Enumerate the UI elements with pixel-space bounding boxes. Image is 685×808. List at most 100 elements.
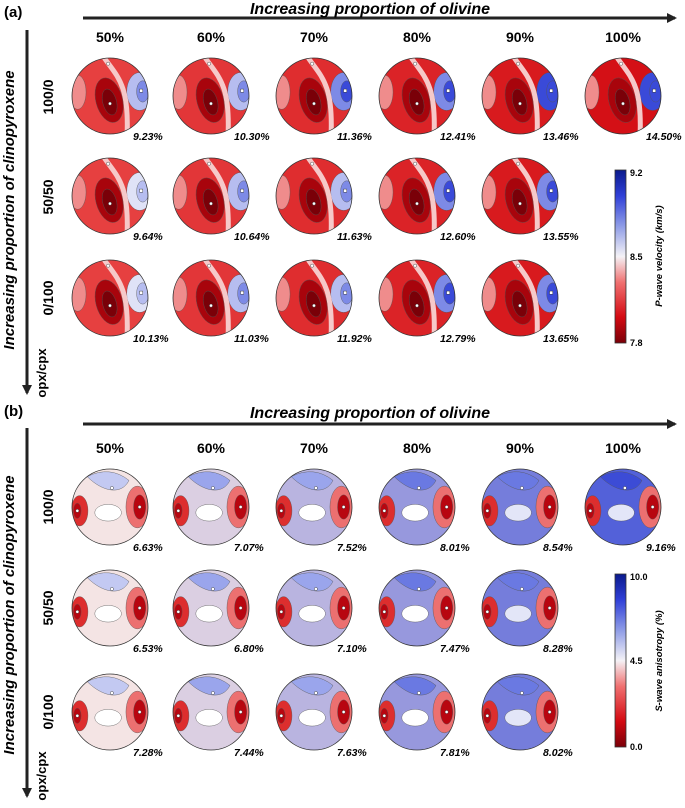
stereonet: 9.16% bbox=[584, 468, 676, 554]
panel-a-col-label-70: 70% bbox=[300, 29, 329, 45]
panel-a-label: (a) bbox=[4, 4, 22, 21]
stereonet: 13.55% bbox=[481, 157, 579, 243]
stereonet-value-label: 7.28% bbox=[133, 747, 163, 759]
panel-a-col-label-50: 50% bbox=[96, 29, 125, 45]
stereonet: 12.79% bbox=[378, 259, 476, 345]
panel-b-colorbar-min: 0.0 bbox=[630, 742, 643, 752]
stereonet-value-label: 10.13% bbox=[133, 333, 169, 345]
stereonet-value-label: 10.30% bbox=[234, 131, 270, 143]
stereonet-value-label: 9.64% bbox=[133, 231, 163, 243]
panel-a-col-labels: 50% 60% 70% 80% 90% 100% bbox=[96, 29, 641, 45]
stereonet: 7.63% bbox=[275, 673, 367, 759]
panel-b-ratio-label: opx/cpx bbox=[34, 751, 49, 801]
panel-b-row-label-0-100: 0/100 bbox=[40, 694, 56, 729]
stereonet: 11.36% bbox=[275, 57, 372, 143]
panel-a-colorbar-max: 9.2 bbox=[630, 168, 643, 178]
stereonet: 6.80% bbox=[172, 569, 264, 655]
panel-a-col-label-80: 80% bbox=[403, 29, 432, 45]
panel-b-colorbar-mid: 4.5 bbox=[630, 656, 643, 666]
panel-b-stereonets: 6.63% 7.07% 7.52% 8.01% 8.54% 9.16% 6.53% 6.80%… bbox=[71, 468, 676, 759]
panel-a-colorbar-mid: 8.5 bbox=[630, 252, 643, 262]
panel-b-colorbar: 10.0 4.5 0.0 S-wave anisotropy (%) bbox=[614, 572, 665, 752]
stereonet: 11.92% bbox=[275, 259, 372, 345]
stereonet-value-label: 12.41% bbox=[440, 131, 476, 143]
panel-a: (a) Increasing proportion of olivine Inc… bbox=[1, 1, 682, 398]
panel-b-cpx-title: Increasing proportion of clinopyroxene bbox=[1, 475, 18, 754]
panel-b-colorbar-title: S-wave anisotropy (%) bbox=[654, 610, 665, 711]
panel-a-row-label-0-100: 0/100 bbox=[40, 280, 56, 315]
stereonet-value-label: 13.65% bbox=[543, 333, 579, 345]
panel-b-col-label-90: 90% bbox=[506, 440, 535, 456]
stereonet: 7.44% bbox=[172, 673, 264, 759]
stereonet-value-label: 7.07% bbox=[234, 542, 264, 554]
stereonet: 7.10% bbox=[275, 569, 367, 655]
panel-a-col-label-100: 100% bbox=[605, 29, 641, 45]
stereonet-value-label: 8.01% bbox=[440, 542, 470, 554]
stereonet: 12.41% bbox=[378, 57, 476, 143]
stereonet: 11.63% bbox=[275, 157, 372, 243]
stereonet: 10.64% bbox=[172, 157, 270, 243]
panel-b-col-label-100: 100% bbox=[605, 440, 641, 456]
panel-b-col-label-60: 60% bbox=[197, 440, 226, 456]
stereonet: 7.47% bbox=[378, 569, 470, 655]
stereonet-value-label: 7.44% bbox=[234, 747, 264, 759]
panel-a-colorbar: 9.2 8.5 7.8 P-wave velocity (km/s) bbox=[614, 168, 665, 348]
panel-b-olivine-title: Increasing proportion of olivine bbox=[250, 405, 490, 422]
stereonet-value-label: 6.53% bbox=[133, 643, 163, 655]
stereonet-value-label: 9.23% bbox=[133, 131, 163, 143]
stereonet: 7.52% bbox=[275, 468, 367, 554]
stereonet-value-label: 7.47% bbox=[440, 643, 470, 655]
panel-b-row-label-50-50: 50/50 bbox=[40, 590, 56, 625]
stereonet: 8.28% bbox=[481, 569, 573, 655]
panel-a-row-labels: 100/0 50/50 0/100 bbox=[40, 79, 56, 315]
stereonet: 11.03% bbox=[172, 259, 269, 345]
panel-b-colorbar-max: 10.0 bbox=[630, 572, 648, 582]
stereonet: 13.46% bbox=[481, 57, 579, 143]
stereonet-value-label: 12.79% bbox=[440, 333, 476, 345]
panel-a-colorbar-ramp bbox=[614, 169, 627, 344]
stereonet-value-label: 7.63% bbox=[337, 747, 367, 759]
panel-b-col-labels: 50% 60% 70% 80% 90% 100% bbox=[96, 440, 641, 456]
panel-a-colorbar-title: P-wave velocity (km/s) bbox=[654, 205, 665, 306]
stereonet-value-label: 6.63% bbox=[133, 542, 163, 554]
stereonet-value-label: 9.16% bbox=[646, 542, 676, 554]
panel-a-stereonets: 9.23% 10.30% 11.36% 12.41% 13.46% 14.50% 9.64%… bbox=[71, 57, 682, 345]
panel-b-row-label-100-0: 100/0 bbox=[40, 489, 56, 524]
panel-a-colorbar-min: 7.8 bbox=[630, 338, 643, 348]
panel-a-row-label-50-50: 50/50 bbox=[40, 179, 56, 214]
stereonet-value-label: 13.55% bbox=[543, 231, 579, 243]
stereonet-value-label: 8.28% bbox=[543, 643, 573, 655]
stereonet-value-label: 12.60% bbox=[440, 231, 476, 243]
panel-b-col-label-70: 70% bbox=[300, 440, 329, 456]
stereonet-value-label: 13.46% bbox=[543, 131, 579, 143]
panel-a-row-label-100-0: 100/0 bbox=[40, 79, 56, 114]
stereonet-value-label: 11.36% bbox=[337, 131, 372, 143]
stereonet-value-label: 11.92% bbox=[337, 333, 372, 345]
panel-b: (b) Increasing proportion of olivine Inc… bbox=[1, 403, 677, 801]
panel-b-label: (b) bbox=[4, 403, 23, 420]
panel-a-olivine-title: Increasing proportion of olivine bbox=[250, 1, 490, 18]
stereonet: 6.63% bbox=[71, 468, 163, 554]
stereonet: 8.54% bbox=[481, 468, 573, 554]
stereonet-value-label: 7.10% bbox=[337, 643, 367, 655]
stereonet: 7.81% bbox=[378, 673, 470, 759]
stereonet-value-label: 8.54% bbox=[543, 542, 573, 554]
panel-a-col-label-60: 60% bbox=[197, 29, 226, 45]
stereonet: 10.30% bbox=[172, 57, 270, 143]
stereonet-value-label: 6.80% bbox=[234, 643, 264, 655]
panel-a-ratio-label: opx/cpx bbox=[34, 348, 49, 398]
panel-a-cpx-title: Increasing proportion of clinopyroxene bbox=[1, 70, 18, 349]
stereonet-value-label: 11.03% bbox=[234, 333, 269, 345]
panel-b-colorbar-ramp bbox=[614, 573, 627, 748]
stereonet: 9.23% bbox=[71, 57, 163, 143]
panel-b-row-labels: 100/0 50/50 0/100 bbox=[40, 489, 56, 729]
panel-b-col-label-50: 50% bbox=[96, 440, 125, 456]
stereonet-value-label: 11.63% bbox=[337, 231, 372, 243]
stereonet: 8.02% bbox=[481, 673, 573, 759]
stereonet-value-label: 7.81% bbox=[440, 747, 470, 759]
stereonet: 6.53% bbox=[71, 569, 163, 655]
panel-a-col-label-90: 90% bbox=[506, 29, 535, 45]
stereonet: 8.01% bbox=[378, 468, 470, 554]
stereonet: 9.64% bbox=[71, 157, 163, 243]
